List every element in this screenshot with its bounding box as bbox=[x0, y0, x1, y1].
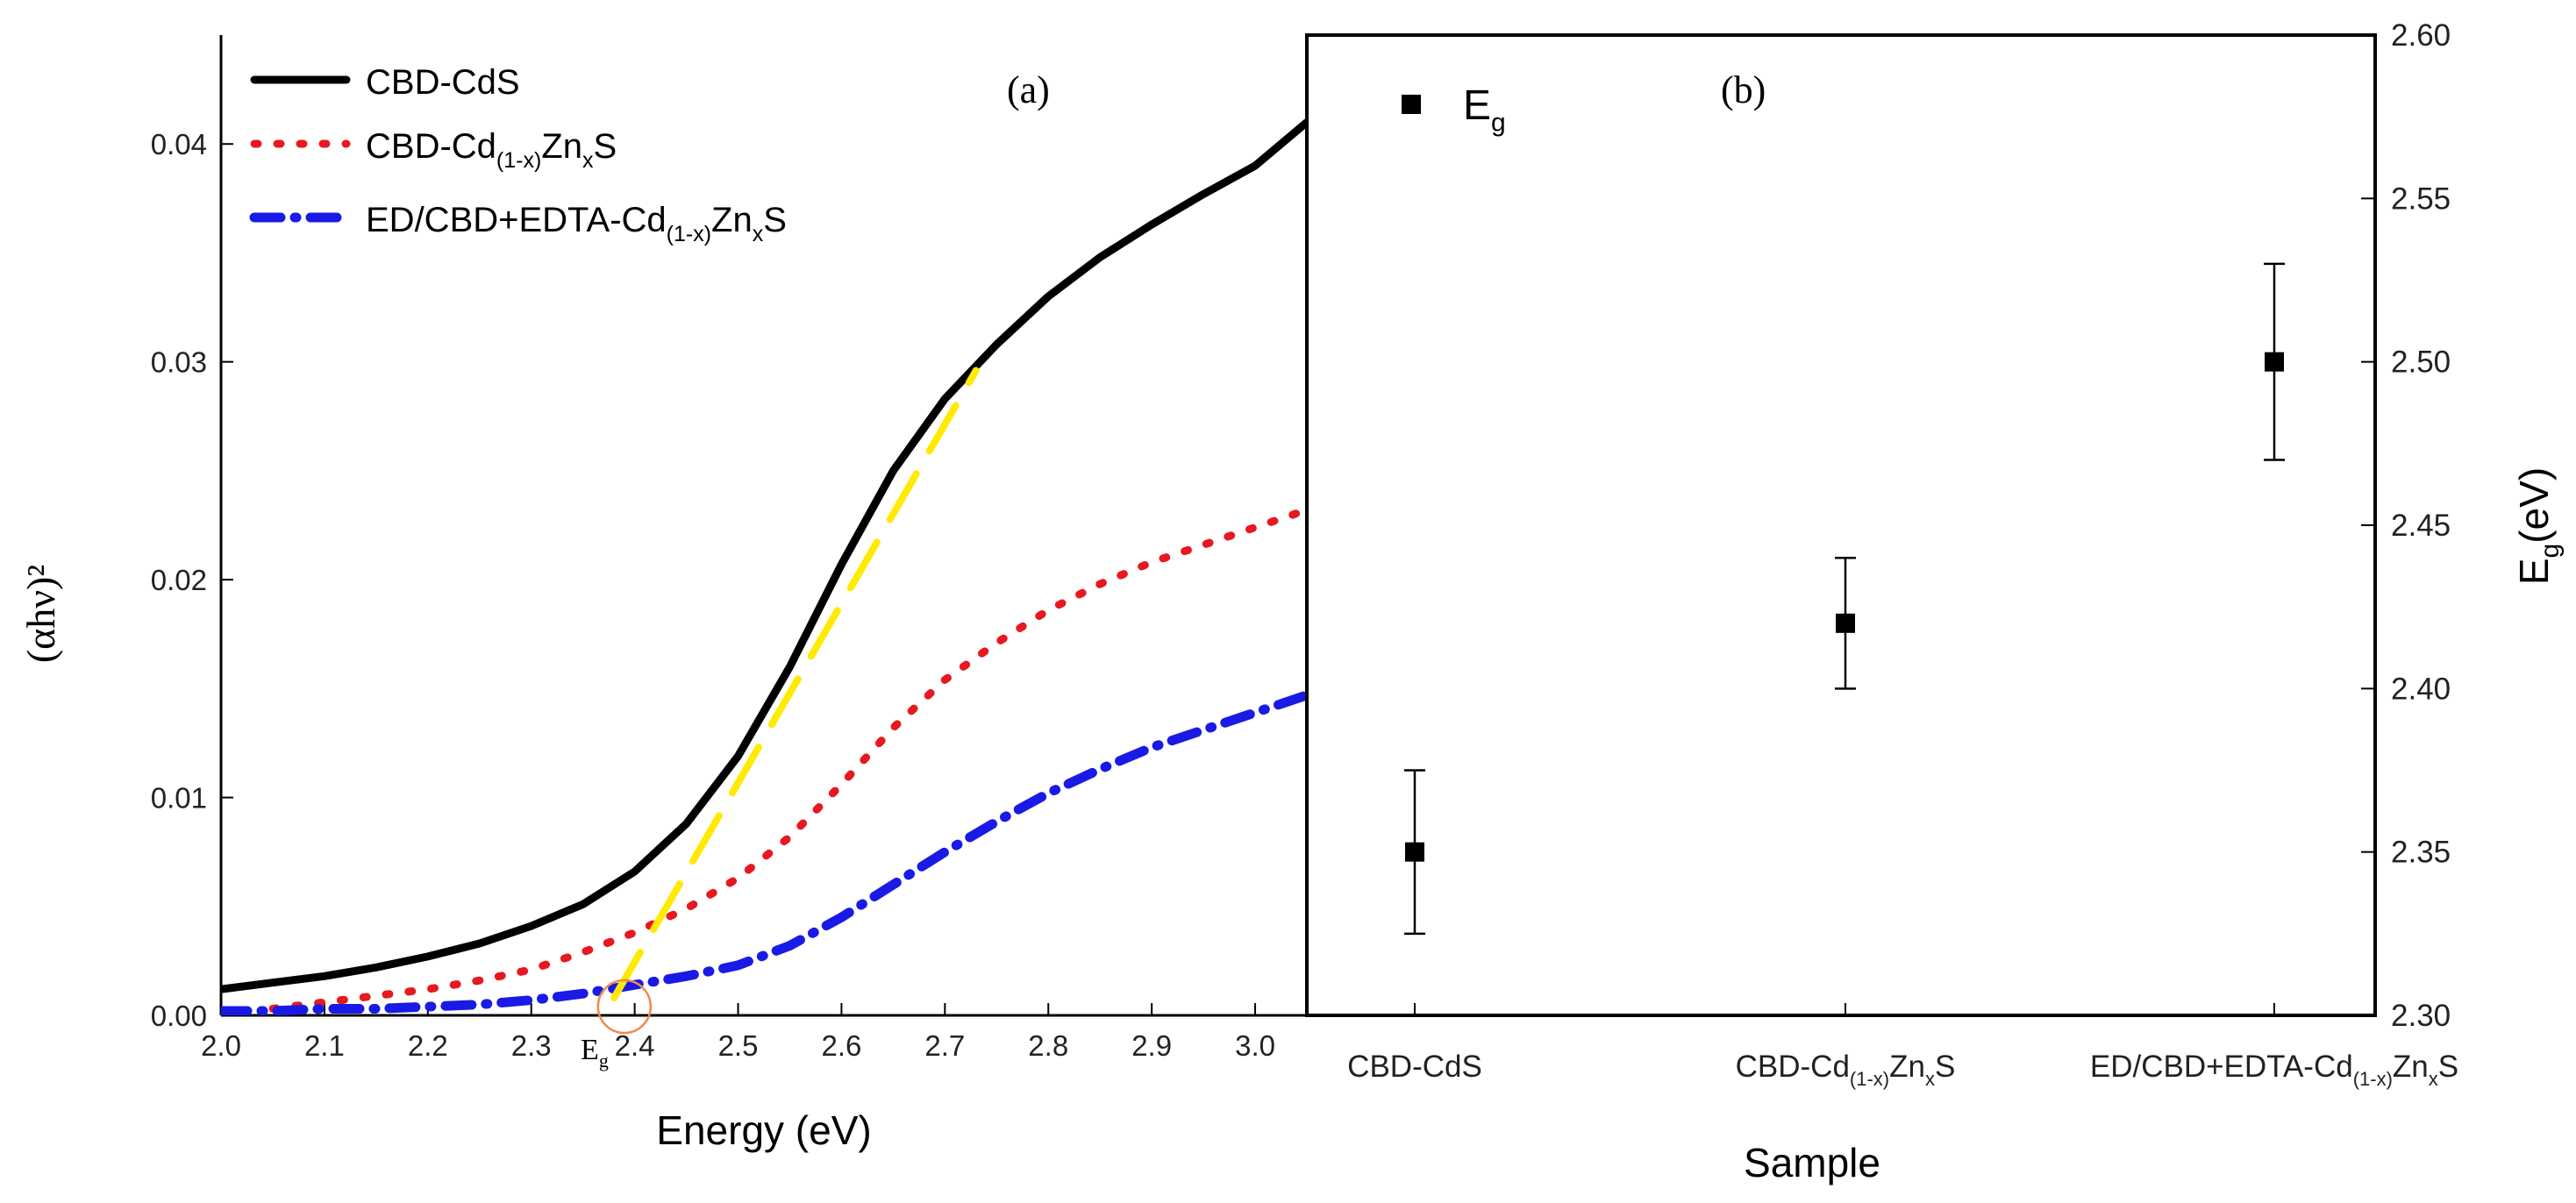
panel-b-ytick-label: 2.55 bbox=[2391, 182, 2451, 216]
data-point-marker bbox=[1836, 613, 1855, 633]
panel-b-ytick-label: 2.40 bbox=[2391, 672, 2451, 706]
panel-b-category-label-text: Zn bbox=[2393, 1050, 2429, 1084]
panel-b-category-label-text: ED/CBD+EDTA-Cd bbox=[2090, 1050, 2353, 1084]
panel-a-ytick-label: 0.04 bbox=[151, 128, 207, 160]
panel-b-ytick-label: 2.50 bbox=[2391, 345, 2451, 380]
panel-a-ylabel: (αhν)² bbox=[18, 565, 63, 663]
legend-label-eg-subscript: g bbox=[1491, 108, 1506, 137]
panel-a: 0.00 0.01 0.02 0.03 0.04 2.0 2.1 2.2 2.3 2.4 2.5 2… bbox=[18, 35, 1307, 1153]
panel-b-ytick-label: 2.35 bbox=[2391, 836, 2451, 870]
panel-a-label: (a) bbox=[1007, 68, 1050, 111]
panel-a-xtick-label: 2.3 bbox=[511, 1029, 552, 1062]
panel-b-frame bbox=[1305, 33, 2377, 1017]
panel-b-category-label-subscript: x bbox=[2429, 1068, 2438, 1090]
panel-a-xtick-label: 3.0 bbox=[1235, 1029, 1275, 1062]
series-line-cbd-cd-1-x-znxs bbox=[268, 506, 1307, 1013]
legend-label-a: ED/CBD+EDTA-Cd(1-x)ZnxS bbox=[366, 201, 787, 246]
panel-a-xlabel: Energy (eV) bbox=[656, 1107, 871, 1153]
panel-a-xtick-label: 2.7 bbox=[924, 1029, 965, 1062]
eg-marker-label: Eg bbox=[581, 1034, 609, 1071]
panel-a-ytick-label: 0.02 bbox=[151, 564, 207, 596]
legend-label-a: CBD-Cd(1-x)ZnxS bbox=[366, 127, 617, 173]
series-line-tangent bbox=[610, 367, 980, 1002]
legend-label-a-text: CBD-CdS bbox=[366, 63, 520, 102]
panel-b-category-label-subscript: (1-x) bbox=[1850, 1068, 1889, 1090]
panel-a-ytick-label: 0.00 bbox=[151, 1000, 207, 1032]
legend-label-a-subscript: (1-x) bbox=[667, 222, 711, 246]
panel-a-xtick-label: 2.2 bbox=[408, 1029, 448, 1062]
data-point-marker bbox=[1405, 842, 1424, 862]
panel-b-category-label: CBD-Cd(1-x)ZnxS bbox=[1736, 1050, 1956, 1090]
eg-marker-letter: E bbox=[581, 1034, 599, 1066]
panel-b-xlabel: Sample bbox=[1744, 1140, 1880, 1185]
legend-label-a-text: S bbox=[593, 127, 617, 166]
panel-b-ylabel-text: (eV) bbox=[2511, 467, 2557, 544]
eg-circle-marker bbox=[596, 979, 653, 1035]
data-point-marker bbox=[2265, 352, 2284, 372]
panel-b-ylabel: Eg(eV) bbox=[2511, 467, 2565, 585]
panel-a-xtick-label: 2.1 bbox=[304, 1029, 345, 1062]
panel-a-ytick-label: 0.03 bbox=[151, 346, 207, 379]
panel-b-category-label-text: CBD-Cd bbox=[1736, 1050, 1850, 1084]
eg-marker-subscript: g bbox=[599, 1050, 609, 1071]
legend-label-a-text: ED/CBD+EDTA-Cd bbox=[366, 201, 667, 239]
panel-b-category-label-text: Zn bbox=[1889, 1050, 1925, 1084]
panel-b: 2.302.352.402.452.502.552.60 CBD-CdS CBD-… bbox=[1305, 18, 2565, 1185]
panel-b-label: (b) bbox=[1721, 68, 1766, 111]
legend-label-eg: Eg bbox=[1463, 82, 1506, 137]
panel-b-category-label-text: CBD-CdS bbox=[1347, 1050, 1482, 1084]
series-line-cbd-cds bbox=[221, 117, 1307, 993]
panel-b-category-label-subscript: (1-x) bbox=[2353, 1068, 2393, 1090]
legend-label-a-text: Zn bbox=[711, 201, 753, 239]
panel-b-ytick-label: 2.30 bbox=[2391, 999, 2451, 1033]
panel-a-xtick-label: 2.4 bbox=[615, 1029, 655, 1062]
panel-a-xtick-label: 2.8 bbox=[1028, 1029, 1068, 1062]
panel-b-category-label: CBD-CdS bbox=[1347, 1050, 1482, 1084]
series-line-ed-cbd-edta-cd-1-x-znxs bbox=[221, 690, 1307, 1015]
panel-a-xtick-label: 2.6 bbox=[821, 1029, 861, 1062]
panel-a-xtick-label: 2.5 bbox=[718, 1029, 759, 1062]
legend-marker-eg bbox=[1402, 95, 1421, 114]
panel-b-category-label-text: S bbox=[1935, 1050, 1955, 1084]
panel-a-ytick-label: 0.01 bbox=[151, 782, 207, 815]
panel-b-category-label: ED/CBD+EDTA-Cd(1-x)ZnxS bbox=[2090, 1050, 2458, 1090]
legend-label-a-text: S bbox=[763, 201, 787, 239]
legend-label-a-subscript: (1-x) bbox=[496, 148, 541, 173]
legend-label-a-subscript: x bbox=[582, 148, 594, 173]
panel-b-ytick-label: 2.45 bbox=[2391, 509, 2451, 543]
legend-label-a: CBD-CdS bbox=[366, 63, 520, 102]
legend-label-a-text: CBD-Cd bbox=[366, 127, 496, 166]
panel-b-category-label-text: S bbox=[2438, 1050, 2458, 1084]
panel-b-ytick-label: 2.60 bbox=[2391, 18, 2451, 53]
panel-b-ylabel-text: E bbox=[2511, 558, 2557, 585]
legend-label-eg-text: E bbox=[1463, 82, 1491, 129]
legend-label-a-subscript: x bbox=[753, 222, 764, 246]
panel-b-ylabel-subscript: g bbox=[2536, 544, 2565, 559]
panel-a-xtick-label: 2.9 bbox=[1131, 1029, 1172, 1062]
panel-b-category-label-subscript: x bbox=[1925, 1068, 1935, 1090]
panel-a-xtick-label: 2.0 bbox=[201, 1029, 241, 1062]
legend-label-a-text: Zn bbox=[541, 127, 582, 166]
